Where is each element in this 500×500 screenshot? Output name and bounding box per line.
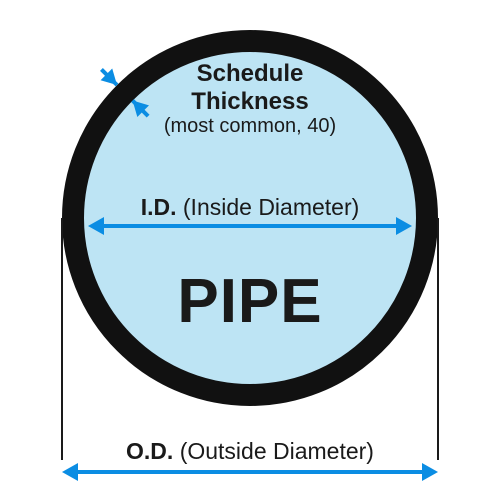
inside-diameter-arrow-shaft [102, 224, 398, 228]
pipe-diagram: Schedule Thickness (most common, 40) I.D… [0, 0, 500, 500]
schedule-subtext: (most common, 40) [130, 115, 370, 138]
inside-diameter-arrowhead-right [396, 217, 412, 235]
inside-diameter-label: I.D. (Inside Diameter) [94, 194, 406, 220]
od-extent-line-right [437, 218, 439, 460]
id-fulltext: (Inside Diameter) [183, 194, 359, 220]
schedule-line1: Schedule [130, 60, 370, 88]
od-fulltext: (Outside Diameter) [180, 438, 374, 464]
outside-diameter-label: O.D. (Outside Diameter) [62, 438, 438, 464]
id-abbrev: I.D. [141, 194, 177, 220]
pipe-title: PIPE [100, 266, 400, 337]
od-extent-line-left [61, 218, 63, 460]
inside-diameter-arrowhead-left [88, 217, 104, 235]
outside-diameter-arrow-shaft [76, 470, 424, 474]
outside-diameter-arrowhead-left [62, 463, 78, 481]
schedule-line2: Thickness [130, 88, 370, 116]
od-abbrev: O.D. [126, 438, 173, 464]
schedule-thickness-label: Schedule Thickness (most common, 40) [130, 60, 370, 138]
outside-diameter-arrowhead-right [422, 463, 438, 481]
